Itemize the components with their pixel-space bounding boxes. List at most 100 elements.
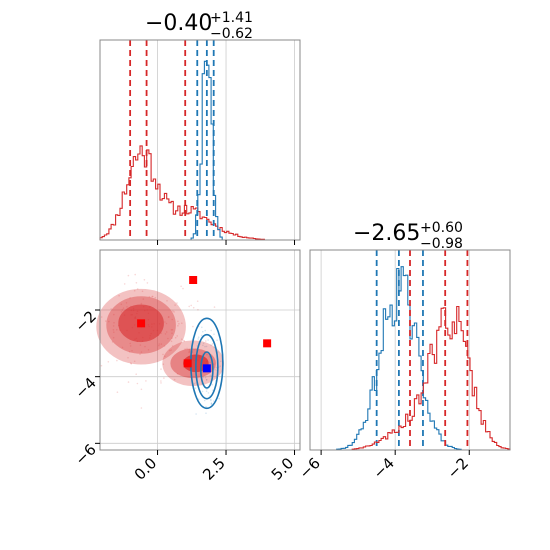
sample-dot (127, 381, 130, 383)
title-param1-minus: −0.62 (210, 26, 253, 42)
title-param2: −2.65 (353, 221, 420, 246)
sample-dot (202, 342, 205, 345)
sample-dot (173, 311, 175, 313)
sample-dot (170, 329, 173, 331)
sample-dot (210, 398, 212, 401)
sample-dot (201, 326, 203, 329)
sample-dot (203, 399, 206, 402)
sample-dot (121, 309, 124, 311)
marginal-hist-param1 (99, 39, 301, 245)
sample-dot (177, 320, 179, 323)
sample-dot (165, 322, 168, 325)
sample-dot (128, 351, 131, 353)
x-tick-label: 5.0 (268, 454, 298, 484)
sample-dot (122, 307, 125, 309)
sample-dot (169, 349, 171, 352)
histogram-series (310, 266, 510, 451)
sample-dot (209, 374, 211, 377)
sample-dot (120, 303, 123, 306)
sample-dot (140, 388, 143, 391)
sample-dot (207, 392, 210, 394)
title-param1-plus: +1.41 (210, 10, 253, 26)
sample-dot (165, 331, 168, 333)
sample-dot (215, 366, 217, 369)
x-tick-label: 0.0 (131, 454, 161, 484)
sample-dot (183, 340, 186, 343)
sample-dot (146, 282, 149, 284)
sample-dot (178, 323, 180, 325)
sample-dot (105, 320, 107, 322)
sample-dot (200, 334, 203, 337)
sample-dot (207, 339, 209, 341)
sample-dot (120, 311, 123, 313)
sample-dot (192, 325, 194, 328)
sample-dot (190, 304, 192, 307)
sample-dot (133, 289, 136, 292)
sample-dot (167, 316, 170, 318)
y-tick-label: −6 (72, 441, 100, 469)
sample-dot (113, 322, 115, 324)
sample-dot (170, 349, 172, 351)
sample-dot (193, 383, 196, 385)
x-tick-label: −2 (444, 454, 472, 482)
sample-dot (110, 308, 112, 310)
sample-dot (211, 343, 214, 345)
sample-dot (183, 339, 185, 342)
marginal-hist-param2: −6 −4 −2 (296, 249, 511, 482)
sample-dot (143, 279, 146, 281)
sample-dot (197, 336, 200, 339)
title-param2-minus: −0.98 (420, 236, 463, 252)
sample-dot (195, 413, 197, 415)
sample-dot (107, 361, 110, 363)
sample-dot (210, 344, 212, 346)
sample-dot (112, 325, 115, 327)
sample-dot (164, 355, 166, 358)
sample-dot (188, 349, 191, 351)
sample-dot (197, 338, 199, 340)
sample-dot (202, 344, 204, 347)
sample-dot (167, 337, 169, 340)
sample-dot (154, 296, 157, 299)
sample-dot (140, 351, 143, 353)
sample-dot (113, 331, 115, 334)
sample-dot (142, 298, 145, 300)
sample-dot (116, 359, 118, 362)
sample-dot (176, 302, 178, 304)
sample-dot (211, 383, 214, 386)
sample-dot (171, 337, 173, 339)
title-param2-median: −2.65 (353, 221, 420, 246)
sample-dot (139, 344, 142, 346)
sample-dot (205, 405, 207, 408)
sample-dot (208, 356, 211, 358)
sample-dot (188, 351, 190, 354)
sample-dot (212, 389, 214, 392)
sample-dot (134, 273, 136, 276)
sample-dot (112, 329, 115, 331)
sample-dot (148, 295, 151, 298)
sample-dot (210, 403, 213, 405)
sample-dot (135, 373, 137, 376)
sample-dot (129, 342, 131, 345)
sample-dot (193, 348, 195, 351)
sample-dot (164, 333, 167, 335)
sample-dot (218, 397, 220, 400)
sample-dot (111, 341, 114, 343)
sample-dot (205, 340, 207, 342)
sample-dot (162, 363, 165, 366)
sample-dot (204, 329, 206, 332)
sample-dot (172, 310, 174, 312)
sample-dot (147, 349, 150, 351)
sample-dot (160, 343, 163, 345)
sample-dot (213, 333, 215, 336)
sample-dot (127, 274, 130, 277)
sample-dot (213, 306, 216, 308)
sample-dot (136, 382, 139, 385)
y-tick-label: −2 (72, 307, 100, 335)
sample-dot (197, 308, 199, 311)
sample-dot (214, 368, 216, 371)
sample-dot (210, 402, 213, 404)
sample-dot (113, 313, 115, 316)
data-marker (202, 364, 211, 373)
sample-dot (129, 345, 132, 347)
sample-dot (158, 343, 160, 345)
